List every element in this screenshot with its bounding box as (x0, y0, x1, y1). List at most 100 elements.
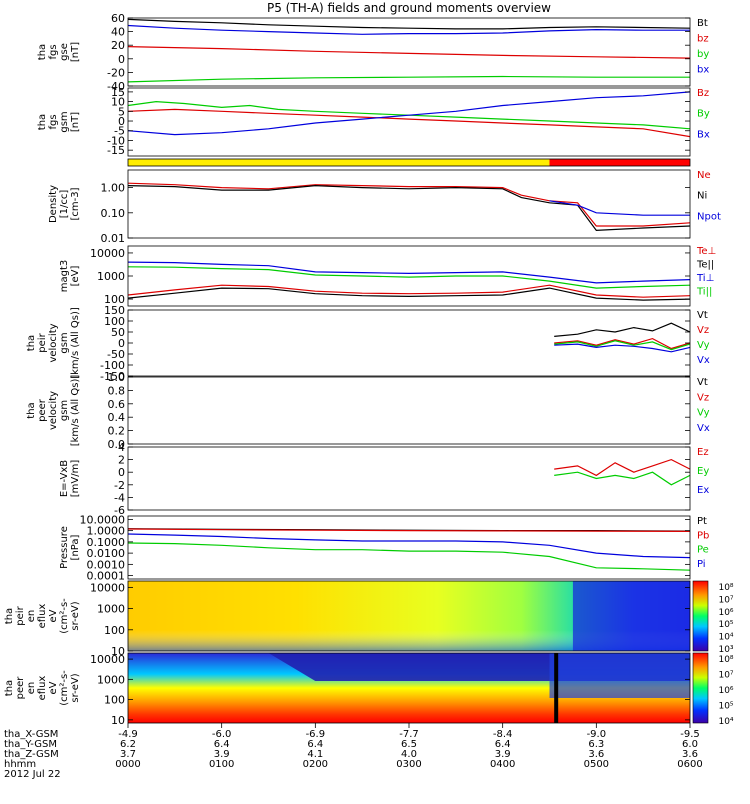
legend-label: Pb (697, 530, 709, 541)
panel-frame (127, 446, 691, 511)
y-axis-label: [mV/m] (70, 460, 81, 498)
series-line-te (127, 287, 691, 301)
y-axis-label: [nPa] (70, 534, 81, 560)
ephemeris-value: -9.5 (680, 729, 700, 740)
series-line-by (127, 75, 690, 83)
ephemeris-row-label: hhmm (4, 759, 36, 770)
legend-label: Vy (697, 408, 710, 419)
legend-label: Ez (697, 447, 709, 458)
legend-label: Bt (697, 18, 708, 29)
y-tick-label: 10 (111, 96, 125, 109)
ephemeris-value: 0000 (115, 759, 140, 770)
y-tick-label: 10000 (90, 581, 125, 594)
ephemeris-value: 6.4 (214, 739, 230, 750)
colorbar (692, 580, 709, 652)
y-tick-label: -6 (114, 504, 125, 517)
date-label: 2012 Jul 22 (4, 769, 61, 780)
y-axis-label: [1/cc] (59, 190, 70, 219)
series-line-ne (127, 182, 691, 227)
ephemeris-value: 0500 (584, 759, 609, 770)
y-axis-label: sr-eV) (70, 673, 81, 702)
y-axis-label: fgs (48, 114, 59, 129)
y-axis-label: gsm (59, 111, 70, 132)
y-tick-label: 1.00 (101, 182, 126, 195)
spectrogram-layer (128, 581, 690, 723)
legend-label: Vx (697, 423, 710, 434)
y-tick-label: 50 (111, 326, 125, 339)
series-line-bx (127, 24, 690, 35)
panel-frame (127, 169, 691, 239)
y-tick-label: 40 (111, 26, 125, 39)
ephemeris-value: 6.3 (588, 739, 604, 750)
series-line-bz (127, 46, 691, 59)
y-axis-label: peer (15, 676, 26, 700)
y-axis-label: [km/s (All Qs)] (70, 375, 81, 447)
y-tick-label: -40 (107, 80, 125, 93)
y-tick-label: -5 (114, 125, 125, 138)
panel-frame (127, 376, 691, 445)
y-tick-label: 60 (111, 12, 125, 25)
y-axis-label: peer (37, 398, 48, 422)
ephemeris-value: -8.4 (493, 729, 513, 740)
series-line-te (127, 284, 691, 298)
y-tick-label: -20 (107, 66, 125, 79)
series-line-by (127, 100, 691, 130)
legend-label: Vz (697, 325, 709, 336)
y-tick-label: 0 (118, 53, 125, 66)
series-line-ti (127, 266, 691, 289)
panel-frame (127, 580, 691, 652)
series-line-pe (127, 542, 691, 571)
electron-spectrogram-gap-stripe (554, 653, 559, 723)
colorbar (692, 652, 709, 724)
panel-frame (127, 17, 691, 87)
series-line-ni (127, 184, 691, 232)
y-axis-label: [km/s (All Qs)] (70, 307, 81, 379)
ephemeris-value: 6.0 (682, 739, 698, 750)
y-axis-label: eflux (37, 676, 48, 701)
y-tick-label: 15 (111, 86, 125, 99)
ephemeris-value: 6.2 (120, 739, 136, 750)
y-tick-label: -2 (114, 479, 125, 492)
y-tick-label: 0 (118, 115, 125, 128)
y-tick-label: 10000 (90, 653, 125, 666)
y-tick-label: 0.01 (101, 232, 126, 245)
ephemeris-value: 4.0 (401, 749, 417, 760)
legend-label: Vy (697, 340, 710, 351)
ephemeris-value: -6.0 (212, 729, 232, 740)
y-tick-label: 10 (111, 645, 125, 658)
y-tick-label: 0.0100 (87, 547, 126, 560)
colorbar-tick-label: 10⁴ (718, 633, 733, 643)
y-axis-label: fgs (48, 44, 59, 59)
series-line-vt (554, 322, 691, 337)
y-axis-label: (cm²-s- (59, 598, 70, 634)
electron-spectrogram-late-band (549, 653, 690, 698)
y-axis-label: (cm²-s- (59, 670, 70, 706)
y-axis-label: eflux (37, 604, 48, 629)
ephemeris-row-label: tha_X-GSM (4, 729, 58, 740)
series-line-bt (127, 18, 691, 30)
panel-frame (127, 515, 691, 580)
y-axis-label: sr-eV) (70, 601, 81, 630)
legend-label: Ne (697, 170, 711, 181)
series-line-npot (549, 200, 690, 216)
mode-bar-segment (549, 159, 690, 166)
y-tick-label: 10000 (90, 247, 125, 260)
plot-title: P5 (TH-A) fields and ground moments over… (267, 1, 551, 15)
colorbar-tick-label: 10⁸ (718, 655, 733, 665)
y-axis-label: Pressure (59, 526, 70, 569)
series-line-ti (127, 261, 691, 284)
y-axis-label: gsm (59, 400, 70, 421)
y-tick-label: 0.0001 (87, 570, 126, 583)
ephemeris-value: -4.9 (118, 729, 138, 740)
legend-label: Pi (697, 559, 706, 570)
y-axis-label: tha (37, 114, 48, 130)
y-tick-label: 0.8 (108, 384, 126, 397)
y-tick-label: 0.10 (101, 207, 126, 220)
y-axis-label: tha (26, 335, 37, 351)
y-tick-label: 4 (118, 441, 125, 454)
y-axis-label: [eV] (70, 266, 81, 287)
colorbar-tick-label: 10⁶ (718, 686, 733, 696)
y-tick-label: 1000 (97, 270, 125, 283)
legend-label: bz (697, 34, 709, 45)
